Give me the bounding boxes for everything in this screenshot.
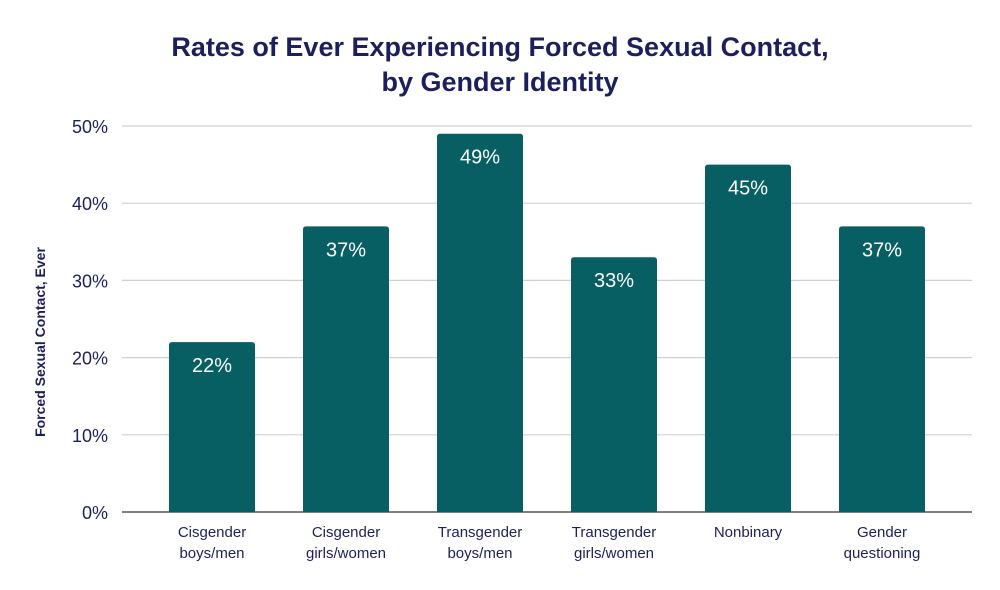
x-tick-label: boys/men xyxy=(447,545,512,562)
chart-title-line-2: by Gender Identity xyxy=(381,67,618,97)
y-tick-label: 50% xyxy=(72,117,108,137)
y-tick-label: 20% xyxy=(72,349,108,369)
y-tick-label: 30% xyxy=(72,271,108,291)
y-tick-label: 10% xyxy=(72,426,108,446)
data-label: 49% xyxy=(460,147,500,169)
bar xyxy=(303,226,389,513)
x-tick-label: Transgender xyxy=(572,524,657,541)
x-tick-label: Cisgender xyxy=(178,524,246,541)
x-tick-label: Cisgender xyxy=(312,524,380,541)
bar xyxy=(437,133,523,512)
y-tick-label: 40% xyxy=(72,194,108,214)
data-label: 37% xyxy=(326,239,366,261)
x-tick-label: girls/women xyxy=(574,545,654,562)
data-label: 37% xyxy=(862,239,902,261)
bar xyxy=(169,342,255,512)
y-tick-label: 0% xyxy=(82,503,108,523)
data-label: 33% xyxy=(594,270,634,292)
bar xyxy=(571,257,657,512)
x-tick-label: girls/women xyxy=(306,545,386,562)
y-axis-label: Forced Sexual Contact, Ever xyxy=(32,247,48,437)
x-tick-label: boys/men xyxy=(179,545,244,562)
data-label: 45% xyxy=(728,178,768,200)
bar xyxy=(839,226,925,513)
x-tick-label: Gender xyxy=(857,524,907,541)
chart-title-line-1: Rates of Ever Experiencing Forced Sexual… xyxy=(171,32,828,62)
x-tick-label: Nonbinary xyxy=(714,524,783,541)
x-tick-label: Transgender xyxy=(438,524,523,541)
x-tick-label: questioning xyxy=(844,545,921,562)
data-label: 22% xyxy=(192,355,232,377)
bar xyxy=(705,164,791,512)
